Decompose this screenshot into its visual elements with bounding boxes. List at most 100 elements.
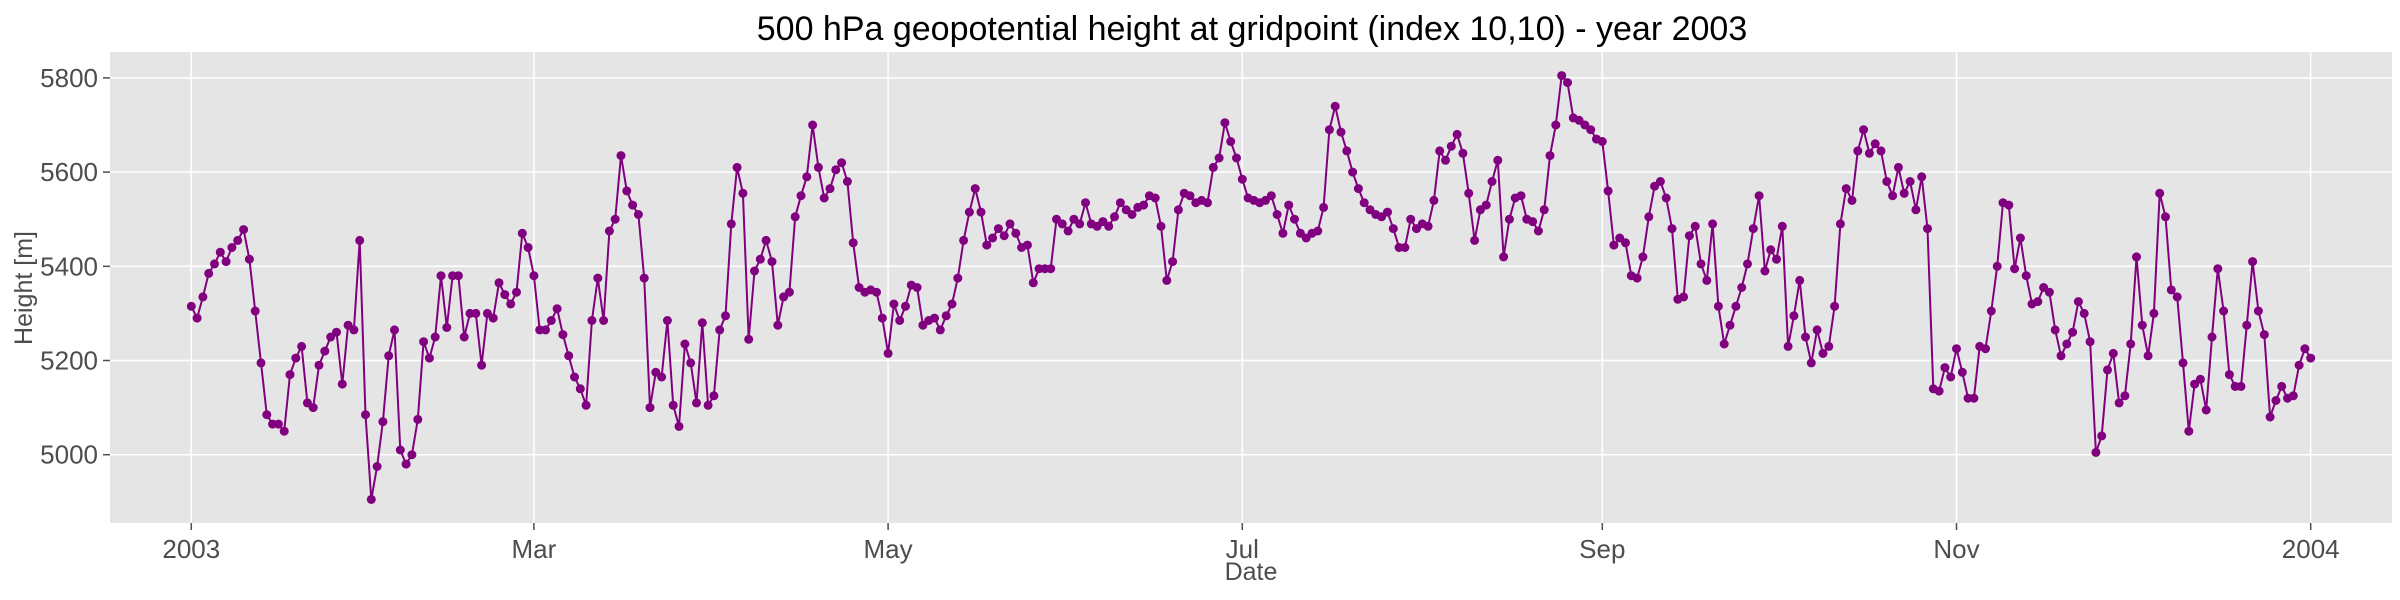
data-point (2015, 233, 2025, 243)
data-point (2265, 412, 2275, 422)
data-point (1754, 191, 1764, 201)
data-point (2242, 320, 2252, 330)
data-point (837, 158, 847, 168)
data-point (2103, 365, 2112, 375)
data-point (459, 332, 469, 342)
data-point (1690, 221, 1700, 231)
data-point (424, 353, 434, 363)
data-point (384, 351, 394, 361)
data-point (297, 341, 307, 351)
data-point (2236, 381, 2246, 391)
data-point (517, 228, 527, 238)
data-point (1917, 172, 1927, 182)
data-point (1661, 193, 1671, 203)
data-point (970, 184, 980, 194)
data-point (1383, 207, 1392, 217)
data-point (1882, 177, 1892, 186)
data-point (1139, 200, 1149, 210)
data-point (1783, 341, 1793, 351)
data-point (2271, 396, 2281, 405)
data-point (1162, 275, 1172, 285)
data-point (796, 191, 806, 201)
data-point (308, 403, 318, 413)
data-point (726, 219, 736, 229)
data-point (941, 311, 951, 321)
data-point (761, 235, 771, 245)
data-point (1731, 301, 1741, 311)
data-point (1795, 275, 1805, 285)
data-point (2184, 426, 2194, 436)
data-point (999, 231, 1009, 241)
data-point (610, 214, 620, 224)
data-point (2195, 374, 2205, 384)
data-point (738, 188, 748, 198)
x-tick-label: Mar (511, 534, 556, 564)
data-point (604, 226, 614, 236)
data-point (721, 311, 730, 321)
data-point (1232, 153, 1241, 163)
data-point (1725, 320, 1735, 330)
data-point (668, 400, 678, 410)
data-point (2259, 330, 2269, 340)
data-point (1766, 245, 1776, 255)
data-point (2253, 306, 2263, 316)
data-point (1214, 153, 1224, 163)
data-point (2294, 360, 2304, 370)
data-point (215, 247, 225, 257)
data-point (401, 459, 411, 469)
data-point (1388, 224, 1398, 234)
data-point (227, 243, 237, 252)
data-point (488, 313, 498, 323)
data-point (2207, 332, 2217, 342)
data-point (2010, 264, 2020, 274)
data-point (1644, 212, 1654, 222)
data-point (256, 358, 266, 368)
data-point (697, 318, 707, 328)
data-point (2004, 200, 2014, 210)
data-point (1853, 146, 1863, 156)
data-point (2120, 391, 2130, 401)
data-point (239, 225, 249, 235)
data-point (1986, 306, 1996, 316)
data-point (1022, 240, 1032, 250)
data-point (2044, 287, 2054, 297)
data-point (1063, 226, 1073, 236)
data-point (842, 177, 852, 186)
data-point (901, 301, 910, 311)
data-point (279, 426, 289, 436)
data-point (1226, 137, 1236, 146)
data-point (1481, 200, 1491, 210)
data-point (1952, 344, 1961, 354)
data-point (233, 235, 243, 245)
y-tick-label: 5600 (40, 157, 98, 187)
data-point (2137, 320, 2147, 330)
data-point (674, 421, 684, 431)
x-tick-label: 2004 (2282, 534, 2340, 564)
data-point (1324, 125, 1334, 135)
data-point (1516, 191, 1526, 201)
data-point (1290, 214, 1299, 224)
data-point (552, 304, 562, 314)
data-point (848, 238, 858, 248)
data-point (1870, 139, 1880, 149)
data-point (378, 417, 388, 427)
data-point (500, 290, 510, 300)
data-point (1859, 125, 1869, 135)
data-point (558, 330, 568, 340)
data-point (198, 292, 208, 302)
data-point (715, 325, 725, 335)
data-point (244, 254, 254, 264)
data-point (709, 391, 719, 401)
data-point (1743, 259, 1752, 269)
x-axis-label: Date (1225, 558, 1278, 586)
data-point (1446, 141, 1456, 151)
data-point (1359, 198, 1369, 208)
data-point (1470, 235, 1480, 245)
data-point (993, 224, 1003, 234)
data-point (221, 257, 231, 267)
data-point (1911, 205, 1921, 215)
data-point (1452, 129, 1462, 139)
data-point (273, 419, 283, 429)
data-point (2033, 297, 2043, 307)
x-tick-label: Jul (1226, 534, 1259, 564)
